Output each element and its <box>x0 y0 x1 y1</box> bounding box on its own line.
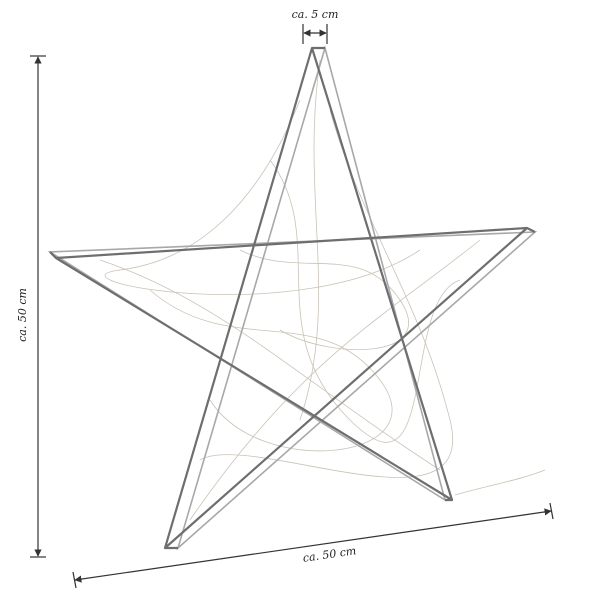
star-wires <box>99 59 546 521</box>
width-dimension: ca. 50 cm <box>72 502 554 589</box>
width-label: ca. 50 cm <box>302 544 357 565</box>
height-label: ca. 50 cm <box>16 288 29 342</box>
star-frame <box>47 45 538 551</box>
depth-label: ca. 5 cm <box>292 8 339 21</box>
height-dimension: ca. 50 cm <box>16 55 46 558</box>
depth-dimension: ca. 5 cm <box>292 8 339 44</box>
